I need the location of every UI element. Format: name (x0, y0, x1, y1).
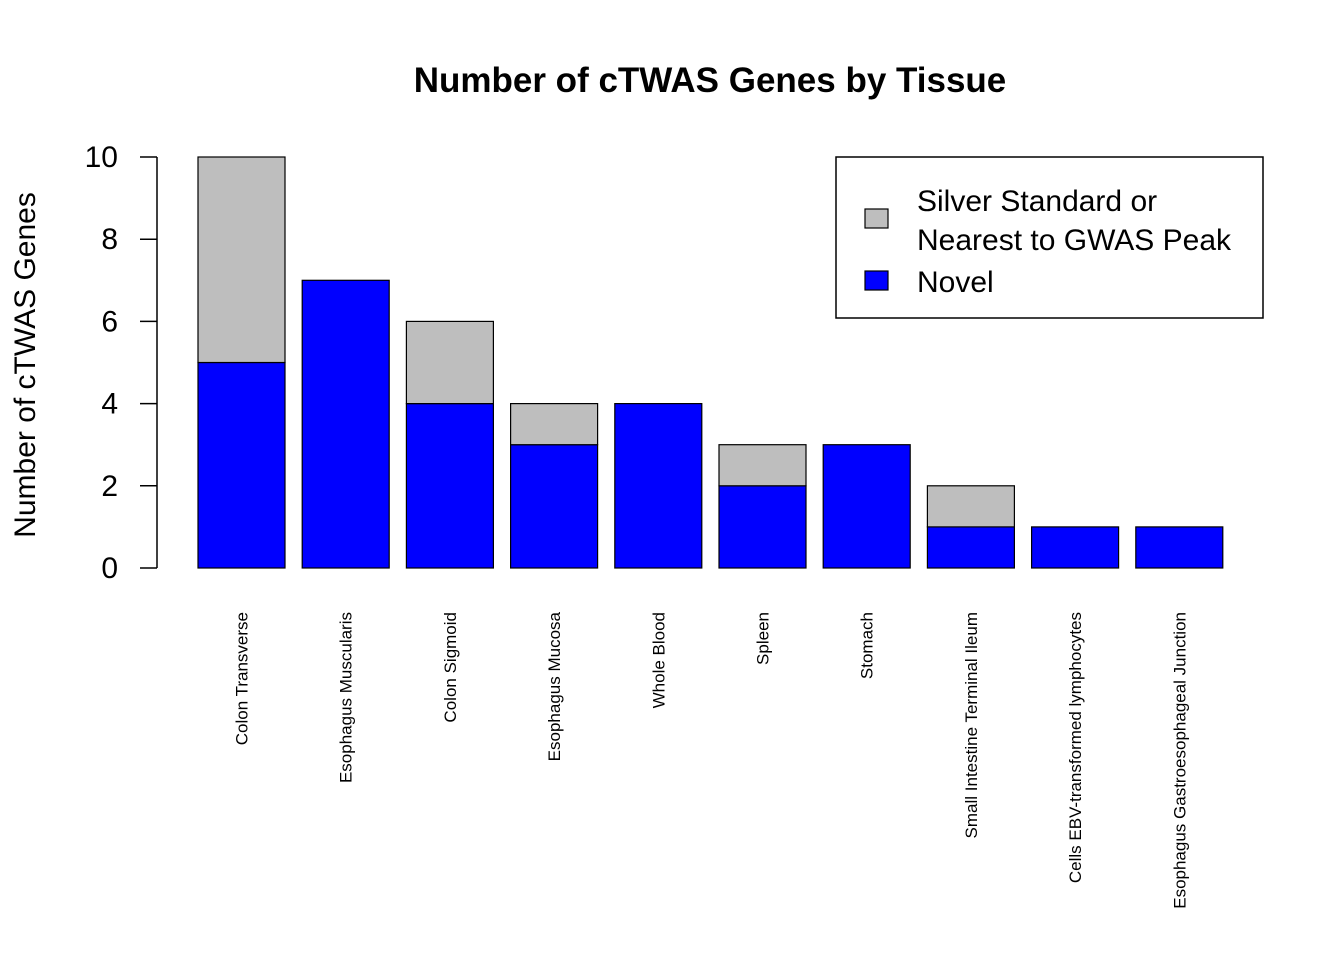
y-tick-label: 8 (101, 223, 118, 256)
bar-silver (510, 403, 599, 446)
y-axis-label: Number of cTWAS Genes (9, 192, 42, 538)
x-tick-label: Colon Sigmoid (441, 612, 460, 723)
legend-label-silver-line2: Nearest to GWAS Peak (917, 224, 1232, 257)
bar-novel (1030, 526, 1120, 569)
x-tick-label: Small Intestine Terminal Ileum (962, 612, 981, 838)
bars (197, 156, 1224, 569)
bar-novel (926, 526, 1016, 569)
x-tick-label: Cells EBV-transformed lymphocytes (1066, 612, 1085, 883)
bar-silver (197, 156, 286, 364)
y-axis: 0 2 4 6 8 10 (85, 141, 158, 585)
bar-novel (614, 403, 703, 569)
x-tick-label: Esophagus Gastroesophageal Junction (1170, 612, 1189, 909)
legend-label-silver-line1: Silver Standard or (917, 185, 1157, 218)
legend-swatch-novel (864, 270, 889, 291)
bar-silver (926, 485, 1016, 528)
y-tick-label: 0 (101, 552, 118, 585)
y-tick-label: 10 (85, 141, 118, 174)
legend-label-novel: Novel (917, 266, 994, 299)
x-tick-label: Spleen (754, 612, 773, 665)
bar-silver (718, 444, 807, 487)
bar-novel (405, 403, 494, 569)
y-tick-label: 2 (101, 470, 118, 503)
bar-novel (197, 361, 286, 569)
bar-novel (510, 444, 599, 569)
x-tick-label: Stomach (858, 612, 877, 679)
x-tick-label: Whole Blood (649, 612, 668, 708)
y-tick-label: 6 (101, 305, 118, 338)
bar-novel (1135, 526, 1224, 569)
chart-title: Number of cTWAS Genes by Tissue (414, 61, 1007, 100)
bar-novel (822, 444, 911, 569)
x-tick-label: Esophagus Muscularis (337, 612, 356, 783)
x-tick-label: Colon Transverse (233, 612, 252, 745)
bar-silver (405, 320, 494, 405)
x-tick-label: Esophagus Mucosa (545, 611, 564, 761)
bar-novel (718, 485, 807, 569)
legend-box (835, 156, 1264, 319)
y-tick-label: 4 (101, 388, 118, 421)
bar-novel (301, 279, 390, 569)
legend-swatch-silver (864, 208, 889, 229)
x-tick-labels: Colon Transverse Esophagus Muscularis Colo… (233, 611, 1190, 908)
legend: Silver Standard or Nearest to GWAS Peak … (835, 156, 1264, 319)
